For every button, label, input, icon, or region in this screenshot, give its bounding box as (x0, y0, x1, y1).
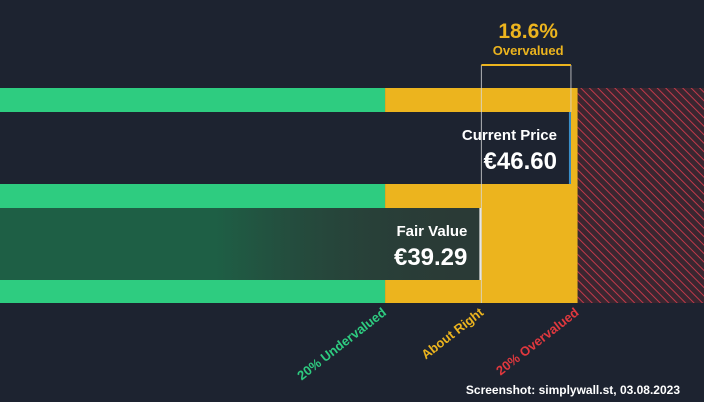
fair-value-bar-gradient (0, 208, 482, 280)
overvaluation-status: Overvalued (493, 43, 564, 58)
fair-value-label: Fair Value (397, 223, 468, 240)
overvalued-zone-label: 20% Overvalued (493, 305, 581, 379)
screenshot-credit: Screenshot: simplywall.st, 03.08.2023 (466, 383, 680, 397)
current-price-value: €46.60 (484, 148, 557, 175)
about-right-zone-label: About Right (418, 304, 486, 362)
fair-value-bar-edge (479, 208, 482, 280)
undervalued-zone-label: 20% Undervalued (294, 305, 389, 384)
overvalued-zone (577, 88, 704, 303)
current-price-label: Current Price (462, 127, 557, 144)
current-price-bar-edge (568, 112, 571, 184)
overvaluation-percent: 18.6% (498, 20, 558, 43)
fair-value-value: €39.29 (394, 244, 467, 271)
current-price-bar (0, 112, 571, 184)
